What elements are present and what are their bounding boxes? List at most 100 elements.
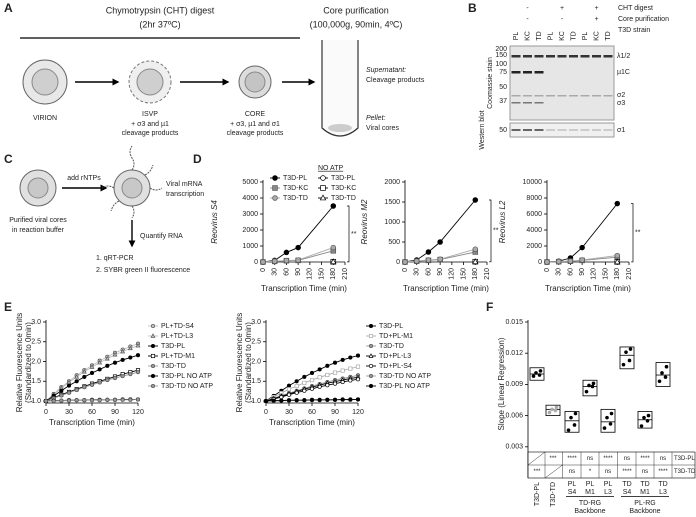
legend-label: TD+PL-M1 bbox=[379, 333, 413, 340]
y-tick-label: 10000 bbox=[523, 179, 543, 186]
band bbox=[592, 129, 601, 131]
data-point bbox=[639, 424, 644, 428]
x-tick-label: PL bbox=[586, 481, 595, 488]
lane-label: KC bbox=[559, 31, 566, 41]
y-tick-label: 2.0 bbox=[251, 358, 261, 365]
tube bbox=[321, 40, 359, 137]
marker bbox=[97, 398, 102, 403]
marker bbox=[66, 398, 72, 403]
core-label: CORE bbox=[245, 111, 266, 118]
table-cell: **** bbox=[567, 456, 577, 462]
marker bbox=[283, 249, 290, 256]
band bbox=[523, 95, 532, 97]
table-cell: ns bbox=[605, 469, 611, 475]
table-cell: * bbox=[589, 469, 592, 475]
marker bbox=[302, 398, 307, 403]
y-tick-label: 4000 bbox=[526, 227, 542, 234]
marker bbox=[112, 360, 118, 365]
y-tick-label: 3.0 bbox=[31, 319, 41, 326]
marker bbox=[325, 363, 330, 368]
marker bbox=[332, 397, 338, 402]
marker bbox=[317, 375, 322, 380]
y-tick-label: 3000 bbox=[242, 211, 258, 218]
y-tick-label: 0.015 bbox=[505, 319, 523, 326]
x-tick-label: 0 bbox=[544, 268, 551, 272]
ladder-label: 100 bbox=[495, 61, 507, 68]
y-tick-label: 0 bbox=[254, 259, 258, 266]
band bbox=[592, 95, 601, 97]
marker bbox=[279, 395, 284, 400]
marker bbox=[135, 397, 141, 402]
x-tick-label: 90 bbox=[295, 268, 302, 276]
data-point bbox=[628, 347, 633, 351]
marker bbox=[340, 357, 345, 362]
legend-marker bbox=[320, 185, 326, 191]
transcribing-core bbox=[121, 177, 143, 199]
y-tick-label: 2.5 bbox=[31, 339, 41, 346]
band bbox=[523, 102, 532, 104]
y-tick-label: 1000 bbox=[384, 219, 400, 226]
table-cell: ns bbox=[660, 456, 666, 462]
marker bbox=[317, 384, 322, 389]
marker bbox=[286, 387, 292, 392]
table-diagonal bbox=[527, 451, 546, 466]
marker bbox=[614, 252, 621, 259]
marker bbox=[348, 378, 353, 383]
x-axis-label: Transcription Time (min) bbox=[261, 284, 347, 293]
x-axis-label: Transcription Time (min) bbox=[403, 284, 489, 293]
cores-label: in reaction buffer bbox=[12, 227, 65, 234]
sign: - bbox=[526, 16, 529, 23]
marker bbox=[120, 397, 125, 402]
data-point bbox=[587, 383, 591, 388]
marker bbox=[74, 387, 79, 393]
panel-letter: D bbox=[193, 152, 202, 166]
x-tick-label: 60 bbox=[88, 409, 96, 416]
band bbox=[523, 55, 532, 58]
panel-letter: A bbox=[4, 1, 13, 15]
ladder-label: 150 bbox=[495, 52, 507, 59]
band bbox=[569, 129, 578, 131]
y-tick-label: 6000 bbox=[526, 211, 542, 218]
y-axis-label: Reovirus L2 bbox=[498, 200, 507, 243]
x-tick-label: 30 bbox=[414, 268, 421, 276]
lane-label: TD bbox=[605, 31, 612, 40]
x-tick-label: TD bbox=[622, 481, 631, 488]
marker bbox=[332, 381, 338, 386]
isvp-icon bbox=[128, 60, 172, 104]
x-tick-label: 180 bbox=[614, 268, 621, 280]
x-tick-label: 210 bbox=[342, 268, 349, 280]
mrna bbox=[101, 145, 163, 219]
ladder-label: 200 bbox=[495, 46, 507, 53]
marker bbox=[295, 244, 301, 251]
band-label: σ1 bbox=[617, 127, 625, 134]
marker bbox=[614, 258, 621, 265]
pellet-text: Viral cores bbox=[366, 125, 399, 132]
purification-conditions: (100,000g, 90min, 4ºC) bbox=[310, 19, 403, 29]
data-point bbox=[573, 411, 578, 416]
x-tick-label: PL bbox=[604, 481, 613, 488]
row-label: Core purification bbox=[618, 16, 669, 23]
band-label: σ2 bbox=[617, 92, 625, 99]
group-label: Backbone bbox=[574, 508, 605, 515]
data-point bbox=[566, 428, 571, 432]
table-cell: **** bbox=[640, 456, 650, 462]
x-tick-label: 0 bbox=[402, 268, 409, 272]
x-tick-label: 60 bbox=[283, 268, 290, 276]
y-tick-label: 1000 bbox=[242, 243, 258, 250]
data-point bbox=[550, 407, 554, 412]
data-point bbox=[531, 374, 536, 378]
lane-label: KC bbox=[593, 31, 600, 41]
marker bbox=[286, 383, 292, 388]
digest-conditions: (2hr 37ºC) bbox=[139, 19, 180, 29]
marker bbox=[51, 398, 56, 404]
band bbox=[511, 95, 521, 97]
x-tick-label: S4 bbox=[623, 489, 632, 496]
method: 1. qRT-PCR bbox=[96, 255, 134, 262]
isvp-label: ISVP bbox=[142, 111, 158, 118]
x-tick-label: L3 bbox=[604, 489, 612, 496]
marker bbox=[105, 378, 110, 383]
data-point bbox=[664, 364, 669, 369]
box bbox=[655, 362, 671, 387]
x-tick-label: M1 bbox=[585, 489, 595, 496]
marker bbox=[82, 374, 87, 379]
